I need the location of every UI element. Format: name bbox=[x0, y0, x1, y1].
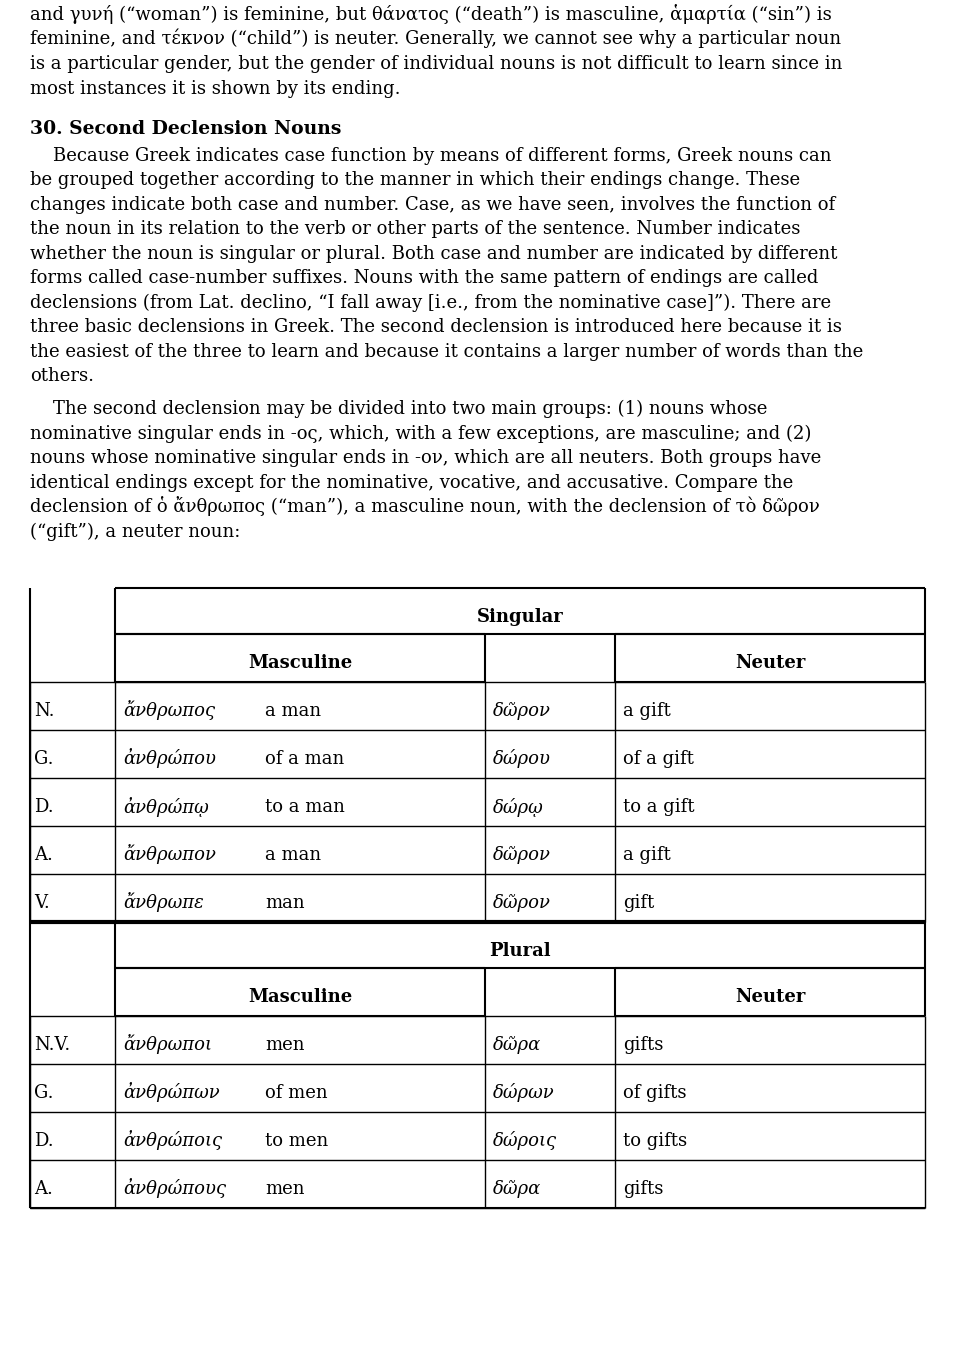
Text: V.: V. bbox=[34, 895, 50, 913]
Text: be grouped together according to the manner in which their endings change. These: be grouped together according to the man… bbox=[30, 172, 800, 190]
Text: of a man: of a man bbox=[265, 750, 345, 768]
Text: a man: a man bbox=[265, 847, 322, 865]
Text: feminine, and τέκνον (“child”) is neuter. Generally, we cannot see why a particu: feminine, and τέκνον (“child”) is neuter… bbox=[30, 29, 841, 49]
Text: and γυνή (“woman”) is feminine, but θάνατος (“death”) is masculine, ἁμαρτία (“si: and γυνή (“woman”) is feminine, but θάνα… bbox=[30, 4, 831, 25]
Text: δῶρα: δῶρα bbox=[493, 1180, 541, 1199]
Text: Masculine: Masculine bbox=[248, 989, 352, 1007]
Text: δώρῳ: δώρῳ bbox=[493, 798, 543, 817]
Text: nominative singular ends in -oς, which, with a few exceptions, are masculine; an: nominative singular ends in -oς, which, … bbox=[30, 424, 811, 443]
Text: three basic declensions in Greek. The second declension is introduced here becau: three basic declensions in Greek. The se… bbox=[30, 318, 842, 337]
Text: the easiest of the three to learn and because it contains a larger number of wor: the easiest of the three to learn and be… bbox=[30, 342, 863, 361]
Text: to a man: to a man bbox=[265, 798, 345, 817]
Text: of men: of men bbox=[265, 1084, 327, 1102]
Text: ἄνθρωπος: ἄνθρωπος bbox=[123, 700, 215, 720]
Text: a man: a man bbox=[265, 702, 322, 720]
Text: The second declension may be divided into two main groups: (1) nouns whose: The second declension may be divided int… bbox=[30, 400, 767, 419]
Text: declension of ὁ ἄνθρωπος (“man”), a masculine noun, with the declension of τὸ δῶ: declension of ὁ ἄνθρωπος (“man”), a masc… bbox=[30, 496, 820, 517]
Text: ἄνθρωπε: ἄνθρωπε bbox=[123, 892, 204, 913]
Text: Neuter: Neuter bbox=[734, 655, 805, 672]
Text: δώρου: δώρου bbox=[493, 749, 551, 768]
Text: most instances it is shown by its ending.: most instances it is shown by its ending… bbox=[30, 79, 400, 97]
Text: men: men bbox=[265, 1180, 304, 1199]
Text: to men: to men bbox=[265, 1132, 328, 1150]
Text: a gift: a gift bbox=[623, 847, 671, 865]
Text: identical endings except for the nominative, vocative, and accusative. Compare t: identical endings except for the nominat… bbox=[30, 473, 793, 492]
Text: gifts: gifts bbox=[623, 1180, 663, 1199]
Text: 30. Second Declension Nouns: 30. Second Declension Nouns bbox=[30, 120, 342, 138]
Text: δώρων: δώρων bbox=[493, 1083, 555, 1102]
Text: of a gift: of a gift bbox=[623, 750, 694, 768]
Text: G.: G. bbox=[34, 1084, 54, 1102]
Text: ἀνθρώπων: ἀνθρώπων bbox=[123, 1083, 220, 1102]
Text: D.: D. bbox=[34, 1132, 54, 1150]
Text: ἄνθρωπον: ἄνθρωπον bbox=[123, 844, 216, 865]
Text: forms called case-number suffixes. Nouns with the same pattern of endings are ca: forms called case-number suffixes. Nouns… bbox=[30, 269, 818, 288]
Text: changes indicate both case and number. Case, as we have seen, involves the funct: changes indicate both case and number. C… bbox=[30, 196, 835, 214]
Text: N.: N. bbox=[34, 702, 55, 720]
Text: whether the noun is singular or plural. Both case and number are indicated by di: whether the noun is singular or plural. … bbox=[30, 246, 837, 263]
Text: to a gift: to a gift bbox=[623, 798, 694, 817]
Text: man: man bbox=[265, 895, 304, 913]
Text: Masculine: Masculine bbox=[248, 655, 352, 672]
Text: of gifts: of gifts bbox=[623, 1084, 686, 1102]
Text: nouns whose nominative singular ends in -oν, which are all neuters. Both groups : nouns whose nominative singular ends in … bbox=[30, 450, 821, 468]
Text: ἀνθρώποις: ἀνθρώποις bbox=[123, 1131, 222, 1150]
Text: ἀνθρώπου: ἀνθρώπου bbox=[123, 749, 216, 768]
Text: D.: D. bbox=[34, 798, 54, 817]
Text: A.: A. bbox=[34, 1180, 53, 1199]
Text: G.: G. bbox=[34, 750, 54, 768]
Text: δώροις: δώροις bbox=[493, 1131, 557, 1150]
Text: to gifts: to gifts bbox=[623, 1132, 687, 1150]
Text: Plural: Plural bbox=[490, 943, 551, 960]
Text: declensions (from Lat. declino, “I fall away [i.e., from the nominative case]”).: declensions (from Lat. declino, “I fall … bbox=[30, 293, 831, 312]
Text: is a particular gender, but the gender of individual nouns is not difficult to l: is a particular gender, but the gender o… bbox=[30, 55, 842, 74]
Text: others.: others. bbox=[30, 367, 94, 386]
Text: A.: A. bbox=[34, 847, 53, 865]
Text: the noun in its relation to the verb or other parts of the sentence. Number indi: the noun in its relation to the verb or … bbox=[30, 221, 801, 239]
Text: (“gift”), a neuter noun:: (“gift”), a neuter noun: bbox=[30, 522, 240, 542]
Text: Singular: Singular bbox=[476, 608, 564, 626]
Text: δῶρον: δῶρον bbox=[493, 702, 551, 720]
Text: a gift: a gift bbox=[623, 702, 671, 720]
Text: gift: gift bbox=[623, 895, 655, 913]
Text: men: men bbox=[265, 1037, 304, 1054]
Text: ἄνθρωποι: ἄνθρωποι bbox=[123, 1034, 212, 1054]
Text: ἀνθρώπους: ἀνθρώπους bbox=[123, 1178, 227, 1199]
Text: Neuter: Neuter bbox=[734, 989, 805, 1007]
Text: N.V.: N.V. bbox=[34, 1037, 70, 1054]
Text: δῶρον: δῶρον bbox=[493, 847, 551, 865]
Text: δῶρον: δῶρον bbox=[493, 895, 551, 913]
Text: gifts: gifts bbox=[623, 1037, 663, 1054]
Text: δῶρα: δῶρα bbox=[493, 1037, 541, 1054]
Text: ἀνθρώπῳ: ἀνθρώπῳ bbox=[123, 797, 208, 817]
Text: Because Greek indicates case function by means of different forms, Greek nouns c: Because Greek indicates case function by… bbox=[30, 147, 831, 165]
